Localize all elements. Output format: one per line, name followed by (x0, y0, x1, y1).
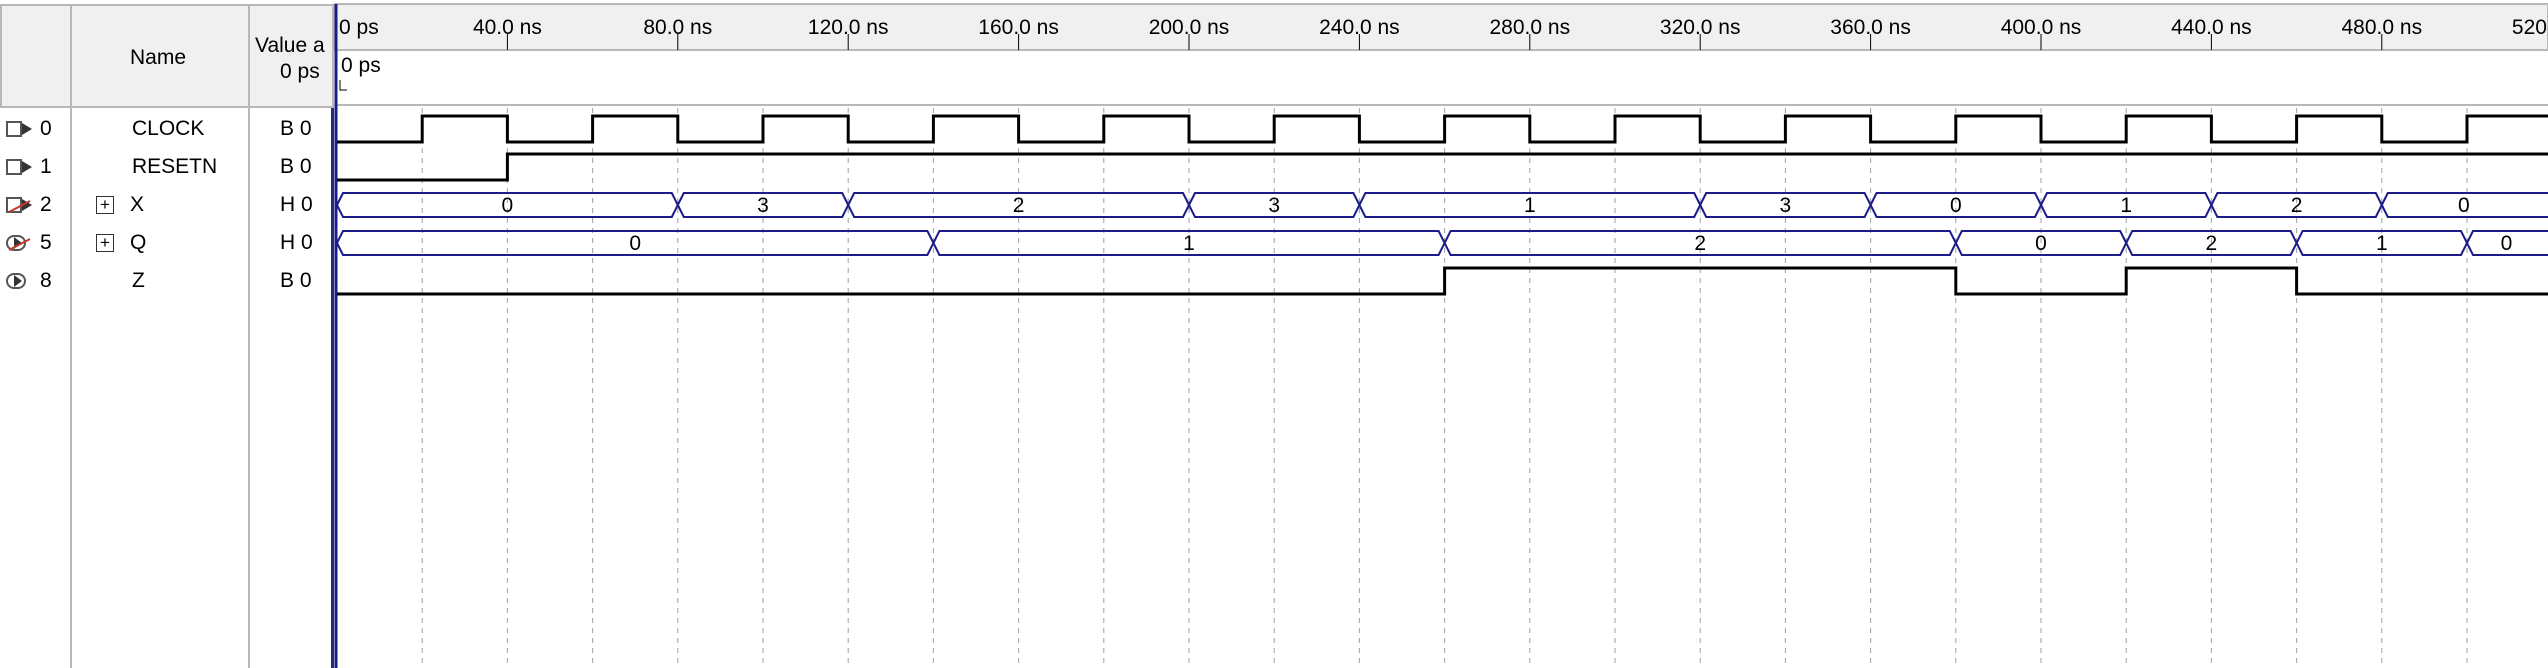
x-bus-segment[interactable] (2380, 192, 2548, 218)
input-bus-icon (6, 195, 36, 215)
ruler-tick-label: 0 ps (339, 16, 379, 39)
x-bus-value: 3 (757, 194, 769, 217)
value-header-time: 0 ps (280, 60, 320, 83)
ruler-tick-label: 80.0 ns (643, 16, 712, 39)
x-bus-value: 2 (1013, 194, 1025, 217)
ruler-tick-label: 520.0 ns (2512, 16, 2548, 39)
resetn-waveform[interactable] (337, 152, 2548, 182)
x-bus-value: 1 (2120, 194, 2132, 217)
q-bus-value: 2 (1694, 232, 1706, 255)
signal-value: B 0 (280, 155, 312, 178)
signal-row-x[interactable]: 2 + X H 0 (0, 186, 334, 224)
x-bus-value: 3 (1780, 194, 1792, 217)
x-bus-value: 1 (1524, 194, 1536, 217)
signal-row-resetn[interactable]: 1 RESETN B 0 (0, 148, 334, 186)
value-pane (250, 108, 334, 668)
ruler-tick-label: 40.0 ns (473, 16, 542, 39)
q-bus-value: 1 (1183, 232, 1195, 255)
ruler-tick-label: 400.0 ns (2001, 16, 2082, 39)
x-bus-value: 3 (1268, 194, 1280, 217)
x-bus-value: 0 (502, 194, 514, 217)
cursor-marker (339, 80, 347, 91)
ruler-tick-label: 200.0 ns (1149, 16, 1230, 39)
q-bus-value: 0 (629, 232, 641, 255)
signal-value: B 0 (280, 117, 312, 140)
ruler-tick-label: 240.0 ns (1319, 16, 1400, 39)
z-waveform[interactable] (337, 266, 2548, 296)
signal-value: H 0 (280, 231, 313, 254)
index-pane (0, 108, 72, 668)
ruler-tick-label: 160.0 ns (978, 16, 1059, 39)
signal-name: Z (132, 269, 145, 292)
signal-value: H 0 (280, 193, 313, 216)
signal-index: 5 (40, 231, 52, 254)
name-column-header[interactable]: Name (72, 4, 250, 108)
q-bus-value: 1 (2376, 232, 2388, 255)
q-bus-value: 0 (2501, 232, 2513, 255)
name-pane (72, 108, 250, 668)
x-bus-value: 0 (2458, 194, 2470, 217)
signal-name: RESETN (132, 155, 218, 178)
ruler-tick-label: 280.0 ns (1490, 16, 1571, 39)
signal-index: 8 (40, 269, 52, 292)
value-column-header[interactable]: Value a 0 ps (250, 4, 334, 108)
ruler-tick-label: 360.0 ns (1830, 16, 1911, 39)
expand-toggle-icon[interactable]: + (96, 234, 114, 252)
signal-row-z[interactable]: 8 Z B 0 (0, 262, 334, 300)
output-bus-icon (6, 233, 36, 253)
ruler-tick-label: 480.0 ns (2342, 16, 2423, 39)
value-header-label: Value a (255, 34, 325, 57)
signal-row-q[interactable]: 5 + Q H 0 (0, 224, 334, 262)
ruler-tick-label: 440.0 ns (2171, 16, 2252, 39)
signal-index: 2 (40, 193, 52, 217)
signal-index: 0 (40, 117, 52, 140)
signal-row-clock[interactable]: 0 CLOCK B 0 (0, 110, 334, 148)
ruler-tick-label: 320.0 ns (1660, 16, 1741, 39)
input-pin-icon (6, 119, 36, 139)
name-header-label: Name (130, 46, 187, 69)
expand-toggle-icon[interactable]: + (96, 196, 114, 214)
x-bus-value: 2 (2291, 194, 2303, 217)
q-bus-segment[interactable] (2465, 230, 2548, 256)
q-bus-value: 2 (2206, 232, 2218, 255)
signal-name: Q (130, 231, 147, 254)
signal-name: X (130, 193, 145, 216)
cursor-time-label: 0 ps (341, 54, 381, 77)
output-pin-icon (6, 271, 36, 291)
signal-name: CLOCK (132, 117, 205, 140)
index-column-header[interactable] (0, 4, 72, 108)
signal-value: B 0 (280, 269, 312, 292)
clock-waveform[interactable] (337, 114, 2548, 144)
signal-index: 1 (40, 155, 52, 178)
q-bus-value: 0 (2035, 232, 2047, 255)
ruler-tick-label: 120.0 ns (808, 16, 889, 39)
input-pin-icon (6, 157, 36, 177)
x-bus-value: 0 (1950, 194, 1962, 217)
